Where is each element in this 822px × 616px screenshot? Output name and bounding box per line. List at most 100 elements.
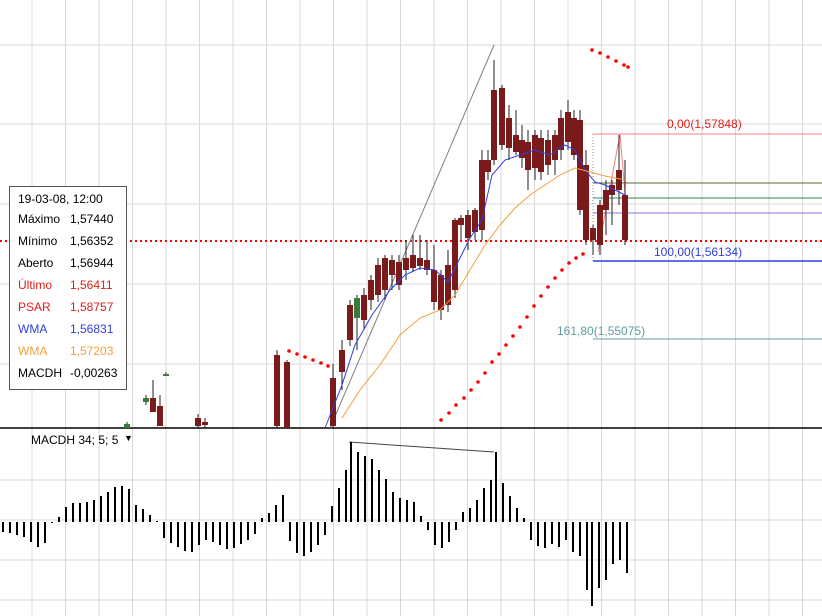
candle-bearish [609,185,615,195]
psar-dot [614,59,618,63]
info-row-macdh: MACDH -0,00263 [10,363,128,383]
candle-bearish [513,135,519,152]
psar-dot [454,403,458,407]
info-row-max: Máximo 1,57440 [10,209,128,229]
candle-bearish [525,142,531,170]
wma-slow-line [341,167,626,419]
candle-bearish [284,362,290,428]
candle-bearish [150,398,156,412]
info-label: WMA [18,322,48,336]
info-value: 1,58757 [70,300,114,314]
psar-dot [518,325,522,329]
psar-dot [626,65,630,69]
candle-bearish [506,118,512,148]
psar-dot [622,63,626,67]
info-row-wma-slow: WMA 1,57203 [10,341,128,361]
candle-bearish [368,280,374,300]
candle-bearish [532,135,538,168]
macd-trend-line [348,441,495,453]
info-panel: 19-03-08, 12:00 Máximo 1,57440 Mínimo 1,… [9,186,127,390]
candle-bearish [519,140,525,158]
candle-bearish [565,112,571,142]
psar-dot [546,285,550,289]
fib-level-161-label: 161,80(1,55075) [557,324,646,338]
fib-level-100-label: 100,00(1,56134) [654,245,743,259]
candle-bearish [452,220,458,290]
candle-bearish [485,160,491,172]
candle-bearish [458,218,464,225]
info-date: 19-03-08, 12:00 [18,192,103,206]
psar-dot [574,256,578,260]
candle-bearish [382,258,388,290]
candle-bearish [195,418,201,426]
candle-bearish [583,165,589,240]
candle-bearish [552,135,558,160]
info-row-psar: PSAR 1,58757 [10,297,128,317]
info-row-open: Aberto 1,56944 [10,253,128,273]
candle-bearish [616,170,622,190]
psar-dot [511,334,515,338]
candle-bearish [389,260,395,275]
psar-dot [504,343,508,347]
psar-dot [326,364,330,368]
fib-trend-line [597,133,627,253]
psar-dot [553,276,557,280]
psar-dot [287,349,291,353]
psar-dot [483,371,487,375]
psar-dot [497,352,501,356]
candle-bearish [339,350,345,372]
psar-dot [532,304,536,308]
candle-bearish [571,118,577,155]
psar-dot [447,411,451,415]
info-value: 1,57440 [70,212,114,226]
info-row-last: Último 1,56411 [10,275,128,295]
psar-dot [439,418,443,422]
psar-dot [295,352,299,356]
psar-dot [476,380,480,384]
candle-bullish [143,398,149,402]
candle-bearish [538,138,544,172]
psar-dot [590,48,594,52]
candle-bearish [361,295,367,320]
psar-dot [606,55,610,59]
candle-bearish [403,258,409,270]
psar-dot [319,361,323,365]
macd-indicator-title[interactable]: MACDH 34; 5; 5 [31,433,119,447]
triangle-down-icon[interactable]: ▼ [124,433,133,443]
psar-dot [539,294,543,298]
fib-level-0-label: 0,00(1,57848) [667,117,742,131]
wma-fast-line [324,144,626,429]
candle-bearish [499,88,505,145]
candle-bearish [472,210,478,232]
info-value: 1,56944 [70,256,114,270]
candle-bearish [622,195,628,240]
candle-bullish [354,298,360,318]
psar-dot [560,268,564,272]
info-value: -0,00263 [70,366,118,380]
candle-bearish [603,190,609,210]
candle-bearish [347,305,353,340]
trend-line [329,44,495,429]
info-row-wma-fast: WMA 1,56831 [10,319,128,339]
psar-dot [525,315,529,319]
candle-bearish [491,90,497,160]
psar-dot [469,388,473,392]
psar-dot [303,355,307,359]
info-label: MACDH [18,366,62,380]
candle-bearish [590,228,596,240]
psar-dot [581,252,585,256]
info-value: 1,56352 [70,234,114,248]
candle-bearish [479,160,485,230]
candle-bearish [396,262,402,285]
info-value: 1,56411 [70,278,113,292]
candle-bearish [202,422,208,425]
candle-bearish [375,265,381,295]
psar-dot [311,358,315,362]
info-value: 1,57203 [70,344,114,358]
candle-bearish [558,118,564,150]
candle-bearish [577,120,583,210]
candle-bearish [330,378,336,426]
candle-bearish [465,215,471,238]
